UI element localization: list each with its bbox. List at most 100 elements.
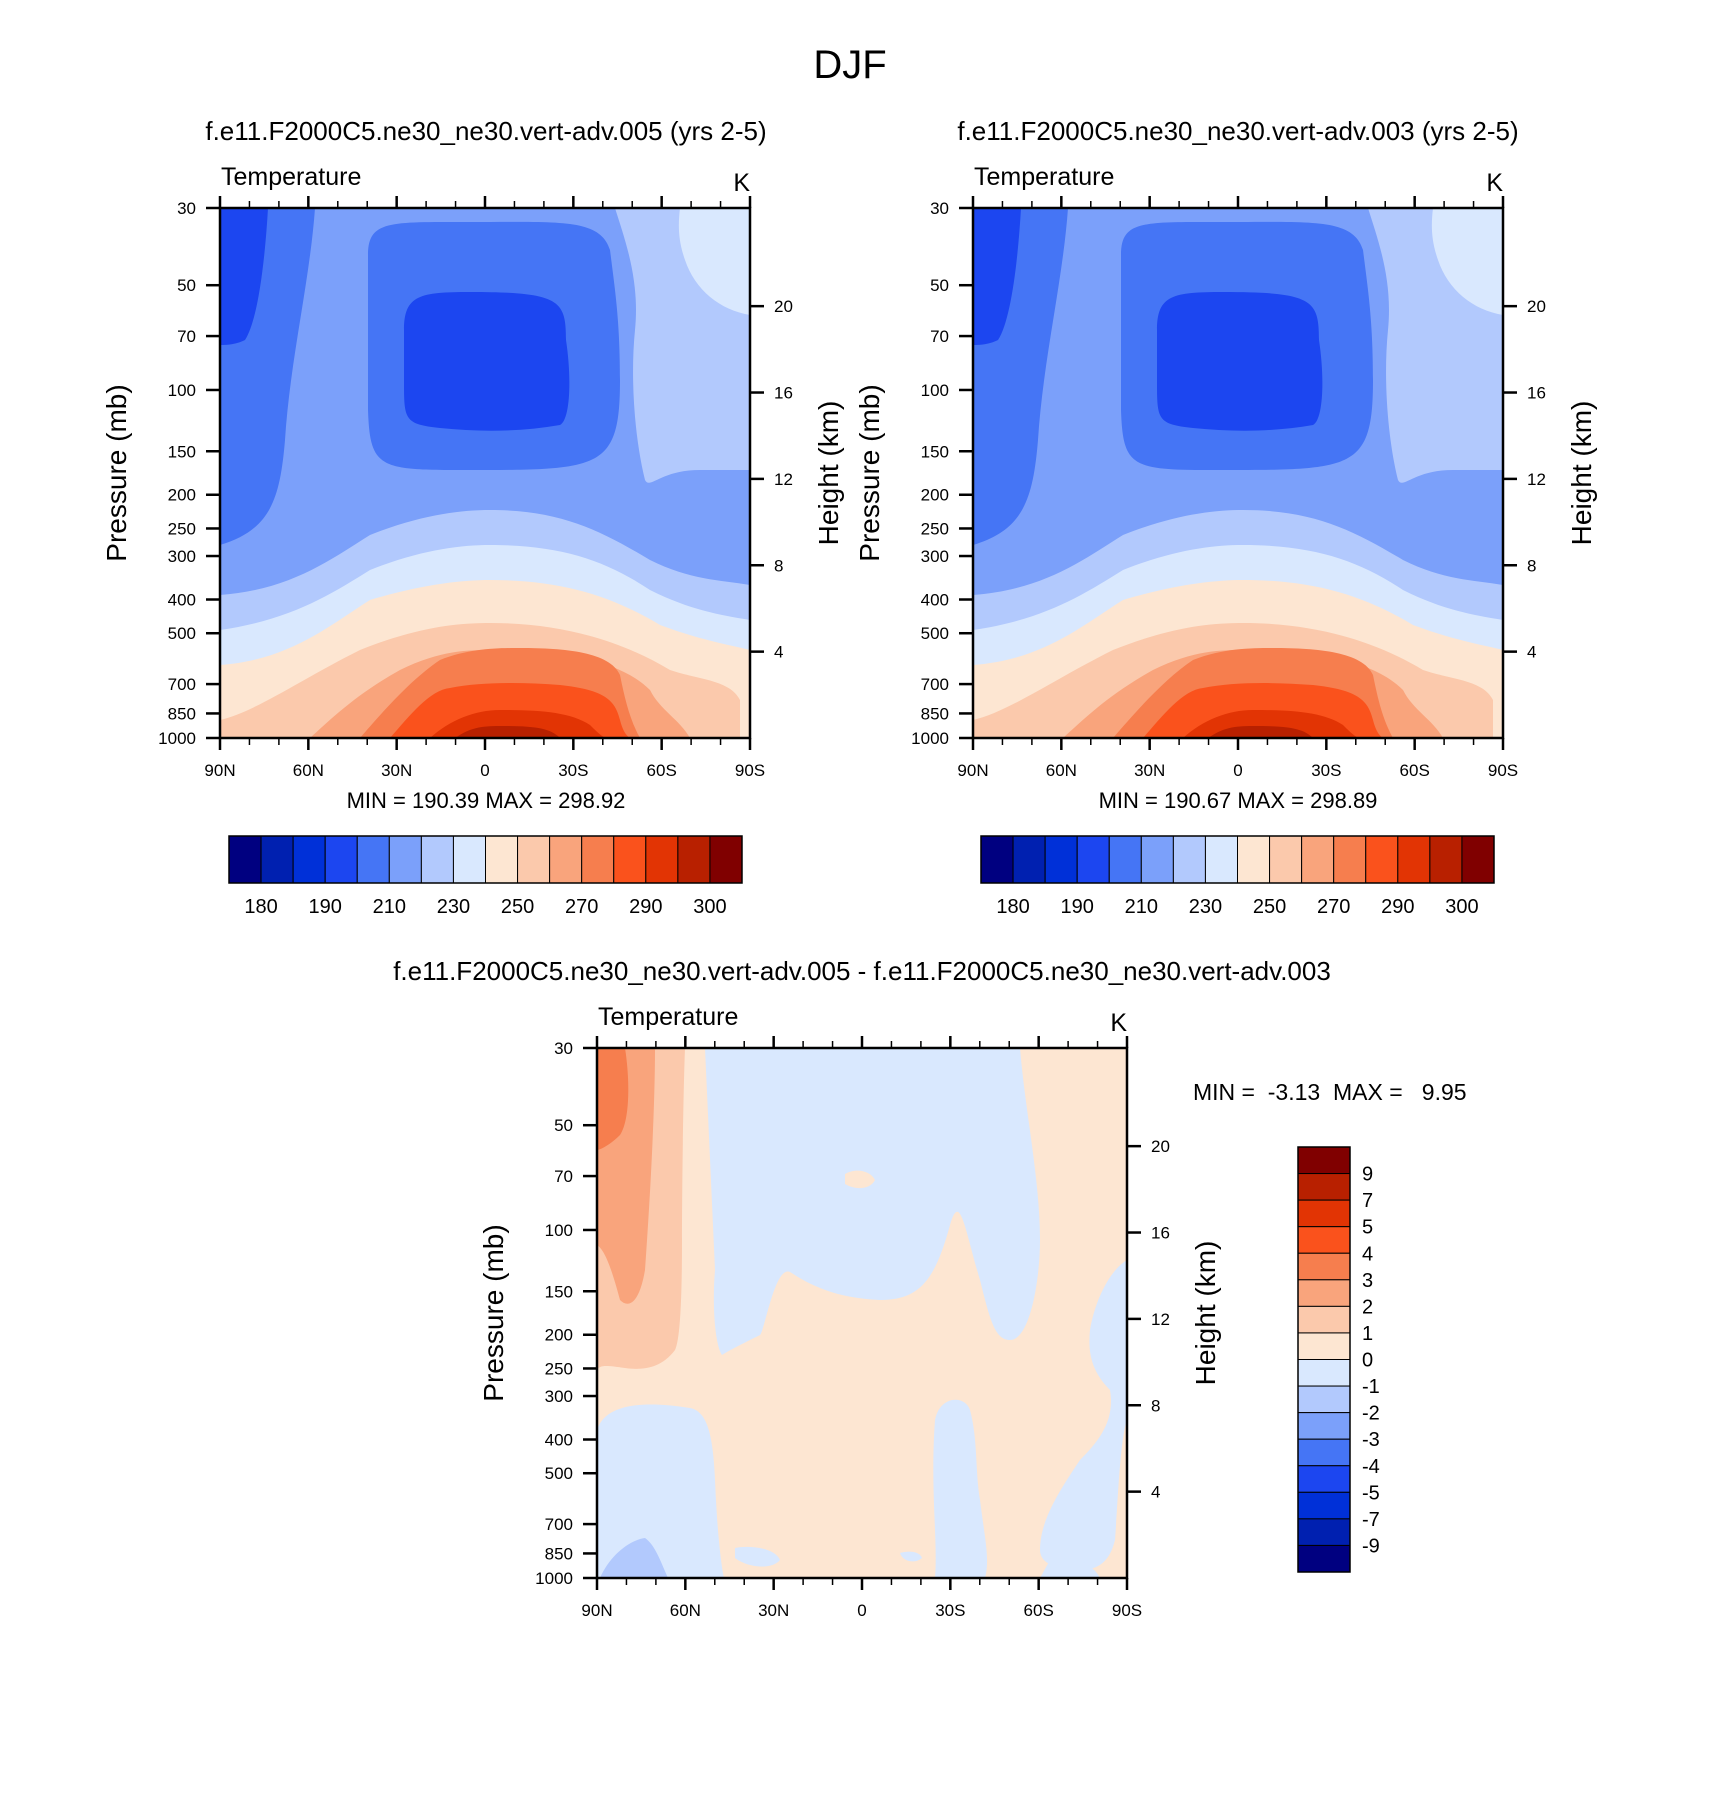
panel-c-right-axis: 4 8 12 16 20 (1127, 1137, 1170, 1502)
panel-b-y-axis-label: Pressure (mb) (854, 384, 885, 561)
colorbar-swatch (356, 835, 390, 884)
panel-a-pressure-tick-label: 400 (168, 591, 196, 610)
panel-b-pressure-tick-label: 300 (921, 547, 949, 566)
panel-c-pressure-tick-label: 70 (554, 1167, 573, 1186)
panel-c-pressure-tick-label: 500 (545, 1464, 573, 1483)
colorbar-swatch (1429, 835, 1463, 884)
panel-b: f.e11.F2000C5.ne30_ne30.vert-adv.003 (yr… (854, 116, 1597, 918)
colorbar-swatch (1297, 1173, 1351, 1201)
colorbar-swatch (549, 835, 583, 884)
colorbar-swatch (1140, 835, 1174, 884)
colorbar-swatch (452, 835, 486, 884)
colorbar-swatch (260, 835, 294, 884)
colorbar-swatch (1297, 1146, 1351, 1175)
panel-c-lat-tick-label: 30N (758, 1601, 789, 1620)
colorbar-label: 300 (1445, 896, 1478, 918)
panel-c-pressure-tick-label: 200 (545, 1326, 573, 1345)
panel-c-contour-field (597, 1048, 1127, 1578)
colorbar-label: -2 (1362, 1403, 1380, 1425)
colorbar-label: 210 (373, 896, 406, 918)
colorbar-label: 300 (693, 896, 726, 918)
panel-b-height-tick-label: 4 (1527, 643, 1536, 662)
colorbar-swatch (645, 835, 679, 884)
colorbar-label: 250 (501, 896, 534, 918)
colorbar-label: 290 (629, 896, 662, 918)
colorbar-swatch (1297, 1226, 1351, 1254)
colorbar-label: 230 (437, 896, 470, 918)
panel-c-height-tick-label: 12 (1151, 1310, 1170, 1329)
panel-b-units-label: K (1486, 169, 1503, 197)
panel-c-pos-3-left (597, 1048, 629, 1150)
colorbar-label: -5 (1362, 1482, 1380, 1504)
panel-a-contour-210-left (220, 208, 268, 345)
panel-b-height-axis-label: Height (km) (1566, 401, 1597, 546)
panel-b-x-axis: 90N 60N 30N 0 30S 60S 90S (957, 196, 1518, 780)
colorbar-swatch (1461, 835, 1495, 884)
colorbar-swatch (1076, 835, 1110, 884)
colorbar-swatch (677, 835, 711, 884)
colorbar-frame (1297, 1146, 1351, 1573)
panel-b-min-max: MIN = 190.67 MAX = 298.89 (1099, 788, 1378, 813)
colorbar-label: 270 (565, 896, 598, 918)
panel-a-pressure-tick-label: 500 (168, 624, 196, 643)
panel-c-colorbar: 9 7 5 4 3 2 1 0 -1 -2 -3 -4 -5 -7 -9 (1297, 1146, 1380, 1573)
panel-b-lat-tick-label: 90S (1488, 761, 1518, 780)
panel-a-lat-tick-label: 0 (480, 761, 489, 780)
panel-c-neg-lower-left-2 (600, 1538, 668, 1578)
panel-c: f.e11.F2000C5.ne30_ne30.vert-adv.005 - f… (393, 956, 1466, 1620)
colorbar-swatch (1172, 835, 1206, 884)
panel-c-height-tick-label: 4 (1151, 1483, 1160, 1502)
colorbar-label: 270 (1317, 896, 1350, 918)
colorbar-label: 290 (1381, 896, 1414, 918)
colorbar-swatch (1333, 835, 1367, 884)
panel-a-pressure-tick-label: 100 (168, 381, 196, 400)
panel-b-lat-tick-label: 60N (1046, 761, 1077, 780)
panel-a-colorbar: 180 190 210 230 250 270 290 300 (228, 835, 743, 918)
panel-c-neg-lower-left (597, 1404, 724, 1578)
colorbar-swatch (1297, 1544, 1351, 1573)
panel-b-contour-210-center (1157, 292, 1323, 431)
panel-c-pressure-tick-label: 700 (545, 1515, 573, 1534)
panel-b-pressure-tick-label: 1000 (911, 729, 949, 748)
colorbar-swatch (1297, 1199, 1351, 1228)
colorbar-label: 1 (1362, 1323, 1373, 1345)
panel-a-contour-240 (678, 208, 750, 315)
panel-c-pressure-tick-label: 30 (554, 1039, 573, 1058)
colorbar-label: 190 (309, 896, 342, 918)
colorbar-label: 230 (1189, 896, 1222, 918)
panel-a-lat-tick-label: 30N (381, 761, 412, 780)
panel-a-pressure-tick-label: 50 (177, 276, 196, 295)
panel-c-units-label: K (1110, 1009, 1127, 1037)
panel-c-title: f.e11.F2000C5.ne30_ne30.vert-adv.005 - f… (393, 956, 1331, 986)
panel-c-pressure-tick-label: 300 (545, 1387, 573, 1406)
panel-c-height-axis-label: Height (km) (1190, 1241, 1221, 1386)
panel-a-height-tick-label: 12 (774, 470, 793, 489)
panel-a: f.e11.F2000C5.ne30_ne30.vert-adv.005 (yr… (101, 116, 844, 918)
colorbar-swatch (1297, 1252, 1351, 1281)
panel-a-pressure-tick-label: 150 (168, 442, 196, 461)
panel-a-pressure-tick-label: 250 (168, 519, 196, 538)
panel-b-pressure-tick-label: 200 (921, 486, 949, 505)
panel-b-contour-field (973, 208, 1503, 738)
colorbar-frame (228, 835, 743, 884)
panel-a-right-axis: 4 8 12 16 20 (750, 297, 793, 662)
panel-a-pressure-tick-label: 300 (168, 547, 196, 566)
panel-c-neg-lower-mid (933, 1399, 988, 1578)
panel-c-lat-tick-label: 30S (935, 1601, 965, 1620)
panel-b-lat-tick-label: 30N (1134, 761, 1165, 780)
colorbar-swatch (581, 835, 615, 884)
figure-title: DJF (813, 43, 886, 87)
panel-a-left-axis: 30 50 70 100 150 200 250 300 400 500 700 850 1000 (158, 199, 220, 748)
colorbar-swatch (1297, 1412, 1351, 1440)
colorbar-label: 180 (996, 896, 1029, 918)
colorbar-label: -9 (1362, 1535, 1380, 1557)
panel-b-variable-label: Temperature (974, 163, 1114, 191)
panel-a-height-tick-label: 4 (774, 643, 783, 662)
colorbar-swatch (1297, 1518, 1351, 1546)
colorbar-label: 4 (1362, 1243, 1373, 1265)
colorbar-label: -4 (1362, 1456, 1380, 1478)
colorbar-label: 210 (1125, 896, 1158, 918)
panel-c-pressure-tick-label: 100 (545, 1221, 573, 1240)
panel-a-x-axis: 90N 60N 30N 0 30S 60S 90S (204, 196, 765, 780)
colorbar-swatch (1108, 835, 1142, 884)
